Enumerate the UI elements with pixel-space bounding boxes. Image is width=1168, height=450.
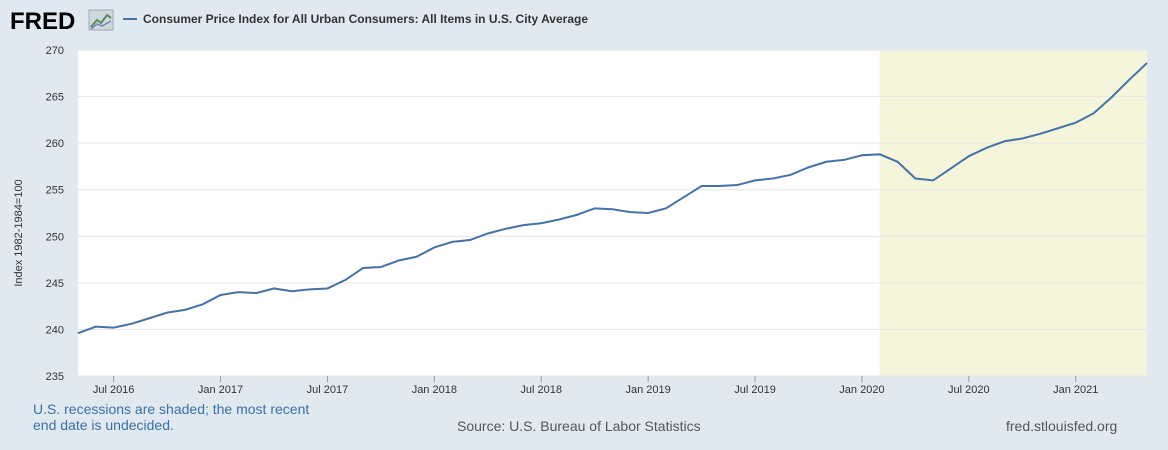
x-tick-label: Jan 2021 — [1053, 384, 1098, 396]
fred-logo-text: FRED — [10, 8, 75, 35]
x-tick-label: Jan 2018 — [412, 384, 457, 396]
y-tick-label: 245 — [46, 278, 64, 290]
y-axis-ticks: 235 240 245 250 255 260 265 270 — [46, 45, 64, 383]
y-tick-label: 260 — [46, 138, 64, 150]
recession-note-line1: U.S. recessions are shaded; the most rec… — [33, 401, 310, 417]
fred-logo[interactable]: FRED — [10, 8, 114, 35]
recession-note-line2: end date is undecided. — [33, 417, 174, 433]
y-tick-label: 270 — [46, 45, 64, 57]
site-link[interactable]: fred.stlouisfed.org — [1006, 418, 1118, 434]
recession-shading — [879, 50, 1147, 376]
x-axis-ticks: Jul 2016 Jan 2017 Jul 2017 Jan 2018 Jul 2018… — [93, 376, 1098, 396]
x-tick-label: Jul 2019 — [734, 384, 776, 396]
x-tick-label: Jul 2018 — [520, 384, 562, 396]
source-text: Source: U.S. Bureau of Labor Statistics — [457, 418, 701, 434]
y-tick-label: 255 — [46, 185, 64, 197]
y-tick-label: 265 — [46, 92, 64, 104]
y-tick-label: 235 — [46, 371, 64, 383]
y-tick-label: 250 — [46, 231, 64, 243]
legend-label: Consumer Price Index for All Urban Consu… — [143, 12, 588, 26]
chart-line-icon — [88, 9, 114, 31]
y-tick-label: 240 — [46, 324, 64, 336]
recession-note: U.S. recessions are shaded; the most rec… — [33, 401, 333, 433]
x-tick-label: Jan 2020 — [839, 384, 884, 396]
x-tick-label: Jan 2019 — [626, 384, 671, 396]
x-tick-label: Jul 2016 — [93, 384, 135, 396]
gridlines — [78, 49, 1147, 377]
series-line-cpi[interactable] — [77, 62, 1148, 335]
legend[interactable]: Consumer Price Index for All Urban Consu… — [123, 12, 588, 26]
x-tick-label: Jul 2017 — [307, 384, 349, 396]
x-tick-label: Jul 2020 — [948, 384, 990, 396]
y-axis-label: Index 1982-1984=100 — [13, 179, 25, 286]
x-tick-label: Jan 2017 — [198, 384, 243, 396]
